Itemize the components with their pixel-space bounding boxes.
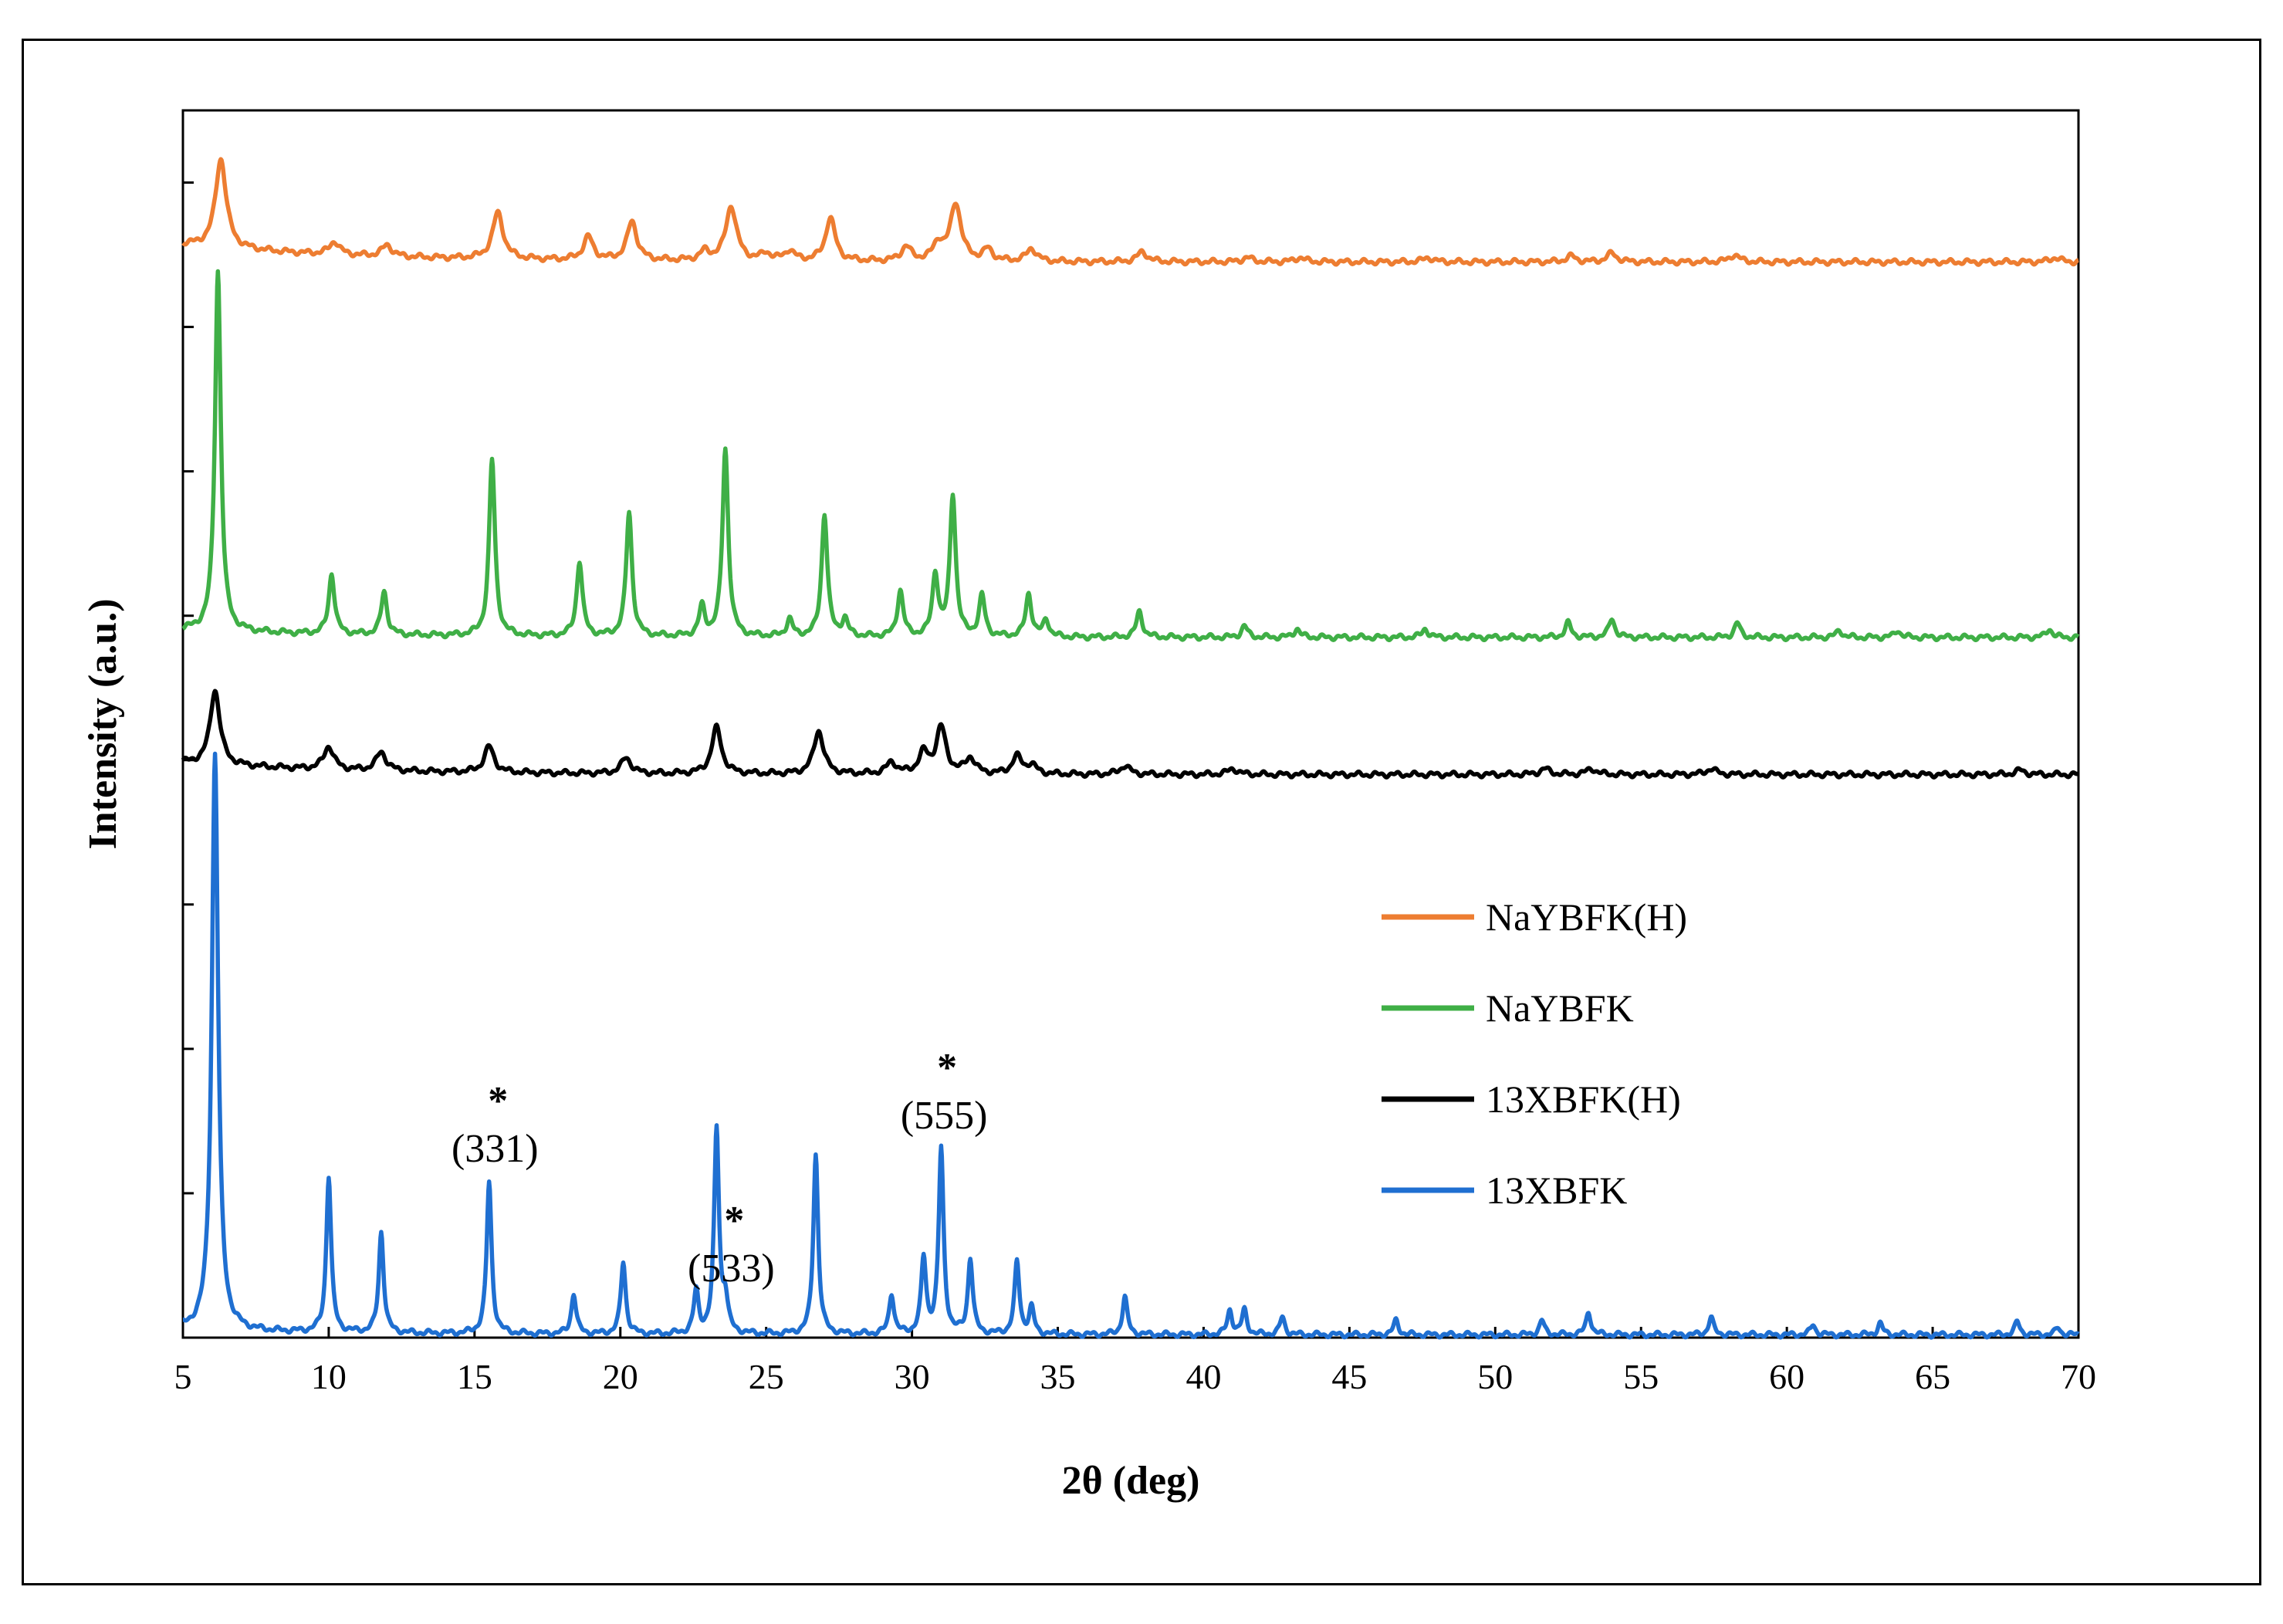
y-axis-title: Intensity (a.u.) xyxy=(81,598,125,849)
legend-label: 13XBFK(H) xyxy=(1486,1078,1681,1121)
x-tick-label: 45 xyxy=(1331,1357,1367,1396)
annotation-label: (331) xyxy=(452,1127,539,1171)
legend-label: NaYBFK xyxy=(1486,986,1634,1030)
x-tick-label: 50 xyxy=(1477,1357,1513,1396)
series-line-naybfk xyxy=(181,269,2080,643)
annotation-label: (555) xyxy=(901,1094,988,1138)
annotation-label: (533) xyxy=(688,1247,775,1291)
x-tick-label: 25 xyxy=(749,1357,784,1396)
x-tick-label: 30 xyxy=(895,1357,930,1396)
x-axis-title: 2θ (deg) xyxy=(1062,1459,1200,1503)
x-tick-label: 60 xyxy=(1769,1357,1804,1396)
annotation-star: * xyxy=(937,1046,957,1090)
series-line-13xbfk xyxy=(181,751,2080,1340)
series-group xyxy=(181,157,2080,1340)
legend: NaYBFK(H) NaYBFK 13XBFK(H) 13XBFK xyxy=(1382,895,1687,1212)
x-tick-label: 20 xyxy=(603,1357,638,1396)
x-tick-label: 65 xyxy=(1915,1357,1950,1396)
series-line-naybfkh xyxy=(181,157,2080,267)
legend-label: NaYBFK(H) xyxy=(1486,895,1687,939)
annotation-star: * xyxy=(724,1199,744,1243)
x-tick-label: 10 xyxy=(311,1357,347,1396)
series-line-13xbfkh xyxy=(181,689,2080,780)
plot-area xyxy=(181,109,2080,1339)
x-tick-label: 55 xyxy=(1623,1357,1659,1396)
x-tick-label: 35 xyxy=(1040,1357,1076,1396)
legend-label: 13XBFK xyxy=(1486,1169,1627,1212)
annotation-star: * xyxy=(488,1079,508,1123)
x-tick-label: 5 xyxy=(174,1357,192,1396)
x-tick-label: 40 xyxy=(1185,1357,1221,1396)
x-axis-ticks: 5 10 15 20 25 30 35 40 45 50 55 60 65 70 xyxy=(174,1327,2096,1396)
annotations: (331)*(533)*(555)* xyxy=(452,1046,988,1291)
x-tick-label: 70 xyxy=(2061,1357,2096,1396)
x-tick-label: 15 xyxy=(457,1357,492,1396)
